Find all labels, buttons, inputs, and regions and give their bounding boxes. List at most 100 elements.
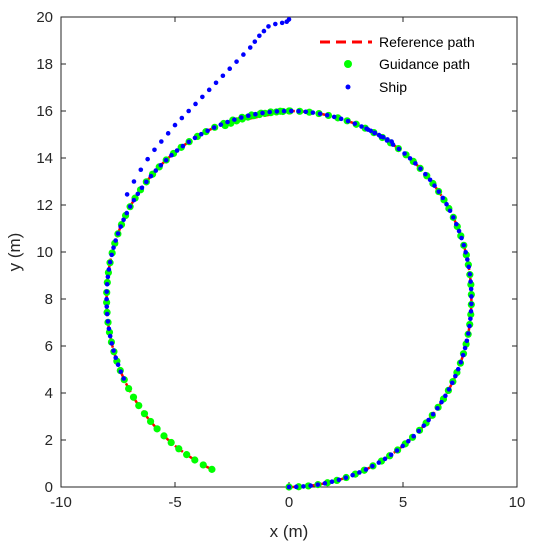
ship-point bbox=[138, 167, 144, 173]
y-tick-label: 8 bbox=[45, 291, 53, 308]
ship-point bbox=[421, 423, 427, 428]
ship-point bbox=[293, 484, 299, 490]
guidance-point bbox=[199, 461, 207, 469]
ship-point bbox=[338, 116, 344, 122]
ship-point bbox=[451, 215, 456, 220]
ship-point bbox=[405, 438, 411, 444]
ship-point bbox=[461, 242, 467, 248]
ship-point bbox=[368, 128, 374, 134]
ship-point bbox=[109, 252, 114, 258]
y-tick-label: 16 bbox=[36, 103, 53, 120]
ship-point bbox=[232, 117, 237, 122]
ship-point bbox=[407, 156, 413, 161]
ship-point bbox=[303, 109, 309, 115]
x-tick-label: -5 bbox=[168, 494, 181, 511]
ship-point bbox=[284, 19, 290, 25]
ship-point bbox=[198, 131, 204, 137]
ship-point bbox=[315, 482, 321, 487]
guidance-point bbox=[103, 298, 111, 307]
guidance-point bbox=[125, 384, 133, 393]
ship-point bbox=[127, 204, 133, 209]
ship-point bbox=[115, 231, 121, 236]
ship-point bbox=[427, 177, 433, 183]
ship-point bbox=[144, 179, 149, 185]
legend-guidance-swatch bbox=[344, 60, 352, 68]
x-axis-label: x (m) bbox=[270, 522, 309, 541]
ship-point bbox=[394, 448, 400, 453]
ship-point bbox=[286, 484, 292, 490]
ship-point bbox=[400, 443, 406, 449]
ship-point bbox=[135, 191, 141, 197]
legend-reference-label: Reference path bbox=[379, 34, 475, 50]
ship-point bbox=[193, 101, 198, 107]
ship-point bbox=[376, 460, 382, 465]
ship-point bbox=[430, 411, 436, 417]
ship-point bbox=[385, 137, 390, 142]
y-tick-label: 2 bbox=[45, 432, 53, 449]
ship-point bbox=[121, 376, 126, 381]
ship-point bbox=[281, 108, 287, 114]
x-tick-label: 0 bbox=[285, 494, 293, 511]
ship-point bbox=[186, 139, 192, 145]
ship-point bbox=[460, 352, 466, 358]
ship-point bbox=[179, 115, 185, 121]
x-tick-label: 5 bbox=[399, 494, 407, 511]
guidance-point bbox=[135, 402, 143, 410]
ship-point bbox=[388, 452, 394, 458]
ship-point bbox=[455, 366, 461, 372]
ship-point bbox=[131, 179, 137, 184]
ship-point bbox=[227, 66, 233, 71]
ship-point bbox=[466, 331, 471, 336]
ship-point bbox=[468, 316, 473, 322]
ship-point bbox=[402, 151, 407, 156]
ship-point bbox=[443, 393, 448, 399]
ship-point bbox=[449, 380, 455, 386]
ship-point bbox=[218, 122, 224, 127]
ship-point bbox=[413, 161, 418, 166]
ship-point bbox=[266, 24, 271, 29]
y-tick-label: 10 bbox=[36, 244, 53, 261]
guidance-point bbox=[140, 410, 149, 418]
ship-point bbox=[152, 147, 157, 153]
ship-point bbox=[440, 195, 446, 201]
ship-point bbox=[247, 45, 253, 50]
ship-point bbox=[350, 472, 355, 478]
legend: Reference path Guidance path Ship bbox=[320, 34, 475, 95]
ship-point bbox=[192, 135, 198, 141]
x-tick-label: 10 bbox=[509, 494, 526, 511]
guidance-point bbox=[183, 451, 191, 459]
ship-point bbox=[336, 477, 342, 483]
ship-point bbox=[174, 148, 180, 153]
ship-point bbox=[145, 156, 150, 162]
guidance-point bbox=[129, 393, 138, 401]
ship-point bbox=[107, 333, 113, 339]
ship-point bbox=[148, 173, 154, 179]
ship-point bbox=[159, 139, 164, 144]
guidance-point bbox=[146, 417, 155, 426]
ship-point bbox=[447, 208, 453, 214]
ship-point bbox=[104, 311, 110, 317]
ship-point bbox=[273, 21, 278, 27]
ship-point bbox=[364, 126, 369, 131]
ship-point bbox=[432, 183, 437, 188]
ship-point bbox=[468, 309, 474, 314]
guidance-point bbox=[191, 456, 199, 464]
ship-point bbox=[106, 326, 112, 332]
ship-point bbox=[131, 197, 137, 203]
ship-point bbox=[439, 399, 444, 405]
ship-point bbox=[113, 355, 119, 360]
ship-point bbox=[310, 110, 316, 115]
ship-point bbox=[180, 143, 186, 149]
ship-point bbox=[246, 113, 251, 119]
series-layer bbox=[103, 17, 475, 491]
ship-point bbox=[458, 359, 464, 365]
ship-point bbox=[363, 467, 369, 472]
ship-point bbox=[165, 131, 171, 136]
ship-point bbox=[206, 87, 212, 93]
ship-point bbox=[359, 124, 364, 129]
ship-point bbox=[459, 235, 464, 241]
ship-point bbox=[124, 210, 130, 216]
ship-point bbox=[372, 130, 378, 136]
ship-point bbox=[469, 294, 474, 299]
y-tick-label: 0 bbox=[45, 479, 53, 496]
